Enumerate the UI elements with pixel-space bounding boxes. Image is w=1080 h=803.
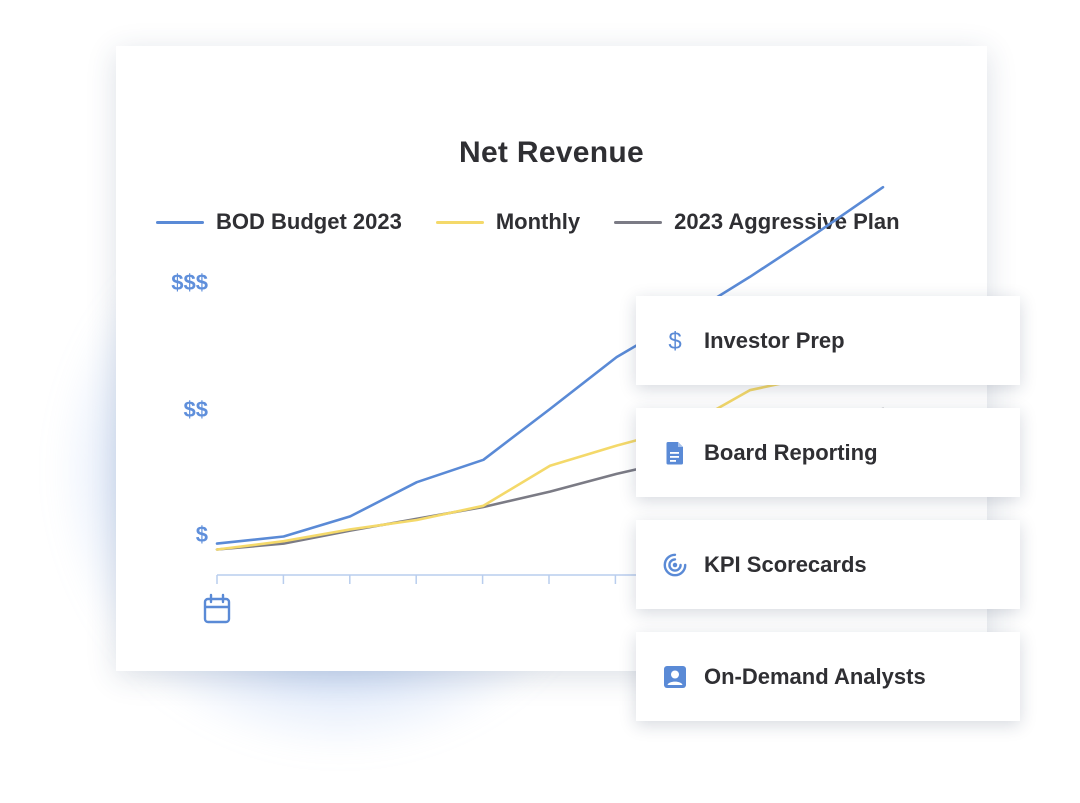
y-tick-label: $$$: [171, 269, 208, 295]
feature-card-kpi-scorecards[interactable]: KPI Scorecards: [636, 520, 1020, 609]
legend-swatch: [435, 220, 484, 224]
legend-swatch: [156, 220, 204, 224]
document-icon: [662, 440, 688, 466]
legend-item-aggressive-plan: 2023 Aggressive Plan: [614, 209, 900, 235]
series-line-bod-budget: [215, 185, 885, 545]
calendar-icon: [203, 593, 231, 624]
dollar-icon: $: [662, 328, 688, 354]
feature-card-on-demand-analysts[interactable]: On-Demand Analysts: [636, 632, 1020, 721]
legend-item-bod-budget: BOD Budget 2023: [156, 209, 402, 235]
feature-card-board-reporting[interactable]: Board Reporting: [636, 408, 1020, 497]
legend-swatch: [614, 220, 663, 224]
legend-label: Monthly: [495, 209, 581, 234]
chart-legend: BOD Budget 2023 Monthly 2023 Aggressive …: [156, 209, 934, 235]
legend-item-monthly: Monthly: [435, 209, 581, 235]
feature-label: On-Demand Analysts: [704, 663, 926, 689]
y-tick-label: $: [195, 522, 208, 548]
feature-label: KPI Scorecards: [704, 551, 867, 577]
feature-card-investor-prep[interactable]: $ Investor Prep: [636, 296, 1020, 385]
chart-title: Net Revenue: [458, 136, 645, 169]
feature-label: Board Reporting: [704, 439, 878, 465]
person-badge-icon: [662, 664, 688, 690]
target-icon: [662, 552, 688, 578]
y-tick-label: $$: [183, 397, 208, 423]
svg-text:$: $: [668, 328, 681, 354]
feature-label: Investor Prep: [704, 327, 845, 353]
legend-label: BOD Budget 2023: [216, 209, 402, 234]
legend-label: 2023 Aggressive Plan: [674, 209, 900, 234]
series-line-monthly: [215, 362, 885, 551]
